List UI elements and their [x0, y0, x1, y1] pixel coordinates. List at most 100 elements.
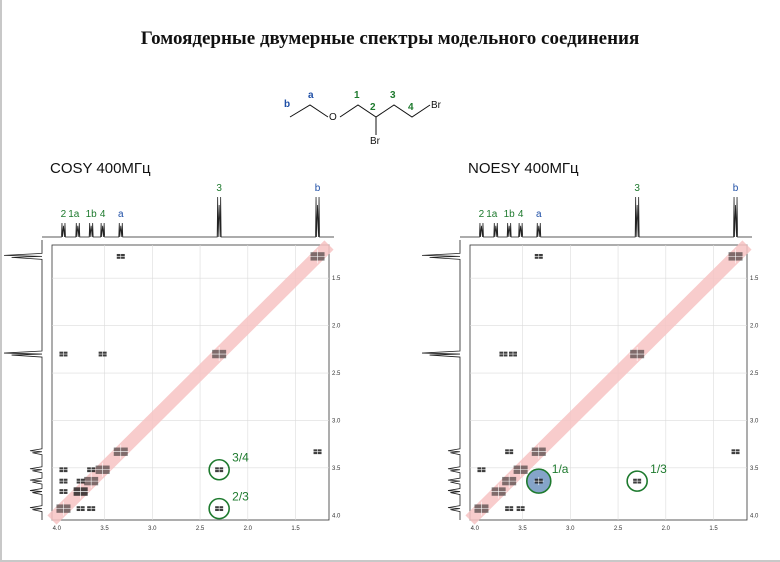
label-1: 1 — [354, 90, 360, 101]
cross-peak — [75, 504, 86, 513]
cross-peak — [504, 504, 515, 513]
cross-peak — [58, 477, 69, 486]
cross-peak — [730, 447, 741, 456]
x-tick-label: 1.5 — [291, 526, 300, 532]
annotation-label: 1/a — [552, 462, 569, 476]
projection-label: 4 — [100, 209, 106, 220]
cross-peak — [309, 249, 326, 264]
cross-peak — [112, 444, 129, 459]
projection-label: 4 — [518, 209, 524, 220]
projection-label: b — [733, 183, 739, 194]
projection-label: 2 — [61, 209, 67, 220]
x-tick-label: 1.5 — [709, 526, 718, 532]
x-tick-label: 2.0 — [244, 526, 253, 532]
cross-peak — [58, 465, 69, 474]
projection-left — [3, 240, 43, 520]
cross-peak — [632, 477, 643, 486]
annotation-label: 1/3 — [650, 462, 667, 476]
projection-label: 1a — [68, 209, 80, 220]
noesy-spectrum: 2 1a 1b 4 a 3 b 1/a 1/3 4.0 3.5 3.0 2.5 2.0 1.5 1.5 2.0 2… — [421, 183, 759, 532]
x-tick-label: 3.5 — [518, 526, 527, 532]
cross-peak — [530, 444, 547, 459]
y-tick-label: 2.5 — [750, 371, 759, 377]
y-tick-label: 4.0 — [332, 513, 341, 519]
cross-peak — [515, 504, 526, 513]
projection-label: 3 — [216, 183, 222, 194]
y-tick-label: 1.5 — [332, 276, 341, 282]
projection-label: 1b — [86, 209, 98, 220]
cross-peak — [86, 465, 97, 474]
atom-br-branch: Br — [370, 136, 381, 147]
x-tick-label: 2.5 — [614, 526, 623, 532]
projection-top — [460, 196, 752, 238]
label-a: a — [308, 90, 314, 101]
y-tick-label: 3.5 — [332, 466, 341, 472]
cross-peak — [94, 462, 111, 477]
bond-chain-left — [289, 104, 329, 118]
x-tick-label: 2.0 — [662, 526, 671, 532]
bond-chain-right — [339, 104, 431, 118]
projection-label: 3 — [634, 183, 640, 194]
cross-peak — [97, 350, 108, 359]
annotation-circle — [208, 497, 230, 520]
noesy-title: NOESY 400МГц — [468, 160, 579, 177]
y-tick-label: 2.0 — [750, 324, 759, 330]
cross-peak — [476, 465, 487, 474]
label-4: 4 — [408, 102, 414, 113]
x-tick-label: 4.0 — [53, 526, 62, 532]
projection-label: a — [536, 209, 542, 220]
x-tick-label: 2.5 — [196, 526, 205, 532]
cross-peak — [473, 501, 490, 516]
label-2: 2 — [370, 102, 376, 113]
y-tick-label: 1.5 — [750, 276, 759, 282]
cross-peak — [58, 487, 69, 496]
y-tick-label: 4.0 — [750, 513, 759, 519]
cosy-spectrum: 2 1a 1b 4 a 3 b 3/4 2/3 4.0 3.5 3.0 2.5 2.0 1.5 1.5 2.0 2… — [3, 183, 341, 532]
cross-peak — [512, 462, 529, 477]
diagonal-band — [47, 240, 334, 525]
cross-peak — [55, 501, 72, 516]
diagonal-band — [465, 240, 752, 525]
cross-peak — [501, 474, 518, 489]
cross-peak — [504, 447, 515, 456]
projection-label: 2 — [479, 209, 485, 220]
projection-label: b — [315, 183, 321, 194]
annotation-circle — [626, 470, 648, 492]
cross-peak — [75, 477, 86, 486]
cross-peak — [86, 504, 97, 513]
projection-left — [421, 240, 461, 520]
y-tick-label: 3.0 — [332, 418, 341, 424]
cross-peak — [533, 477, 544, 486]
cross-peak — [58, 350, 69, 359]
cross-peak — [214, 465, 225, 474]
cross-peak — [498, 350, 509, 359]
projection-label: a — [118, 209, 124, 220]
page-title: Гомоядерные двумерные спектры модельного… — [140, 28, 640, 49]
y-tick-label: 3.0 — [750, 418, 759, 424]
x-tick-label: 4.0 — [471, 526, 480, 532]
label-b: b — [284, 99, 290, 110]
y-tick-label: 3.5 — [750, 466, 759, 472]
cross-peak — [312, 447, 323, 456]
projection-label: 1a — [486, 209, 498, 220]
x-tick-label: 3.0 — [566, 526, 575, 532]
x-tick-label: 3.0 — [148, 526, 157, 532]
y-tick-label: 2.5 — [332, 371, 341, 377]
cross-peak — [490, 484, 507, 499]
atom-o: O — [329, 112, 337, 123]
label-3: 3 — [390, 90, 396, 101]
cross-peak — [83, 474, 100, 489]
cross-peak — [211, 347, 228, 362]
annotation-circle — [208, 458, 230, 481]
cross-peak — [72, 484, 89, 499]
cross-peak — [629, 347, 646, 362]
cosy-title: COSY 400МГц — [50, 160, 151, 177]
cross-peak — [533, 252, 544, 261]
cross-peak — [115, 252, 126, 261]
y-tick-label: 2.0 — [332, 324, 341, 330]
molecule-structure: b a O 12 Br 3 4 Br — [284, 90, 442, 147]
projection-label: 1b — [504, 209, 516, 220]
annotation-label: 2/3 — [232, 490, 249, 504]
projection-top — [42, 196, 334, 238]
annotation-label: 3/4 — [232, 451, 249, 465]
